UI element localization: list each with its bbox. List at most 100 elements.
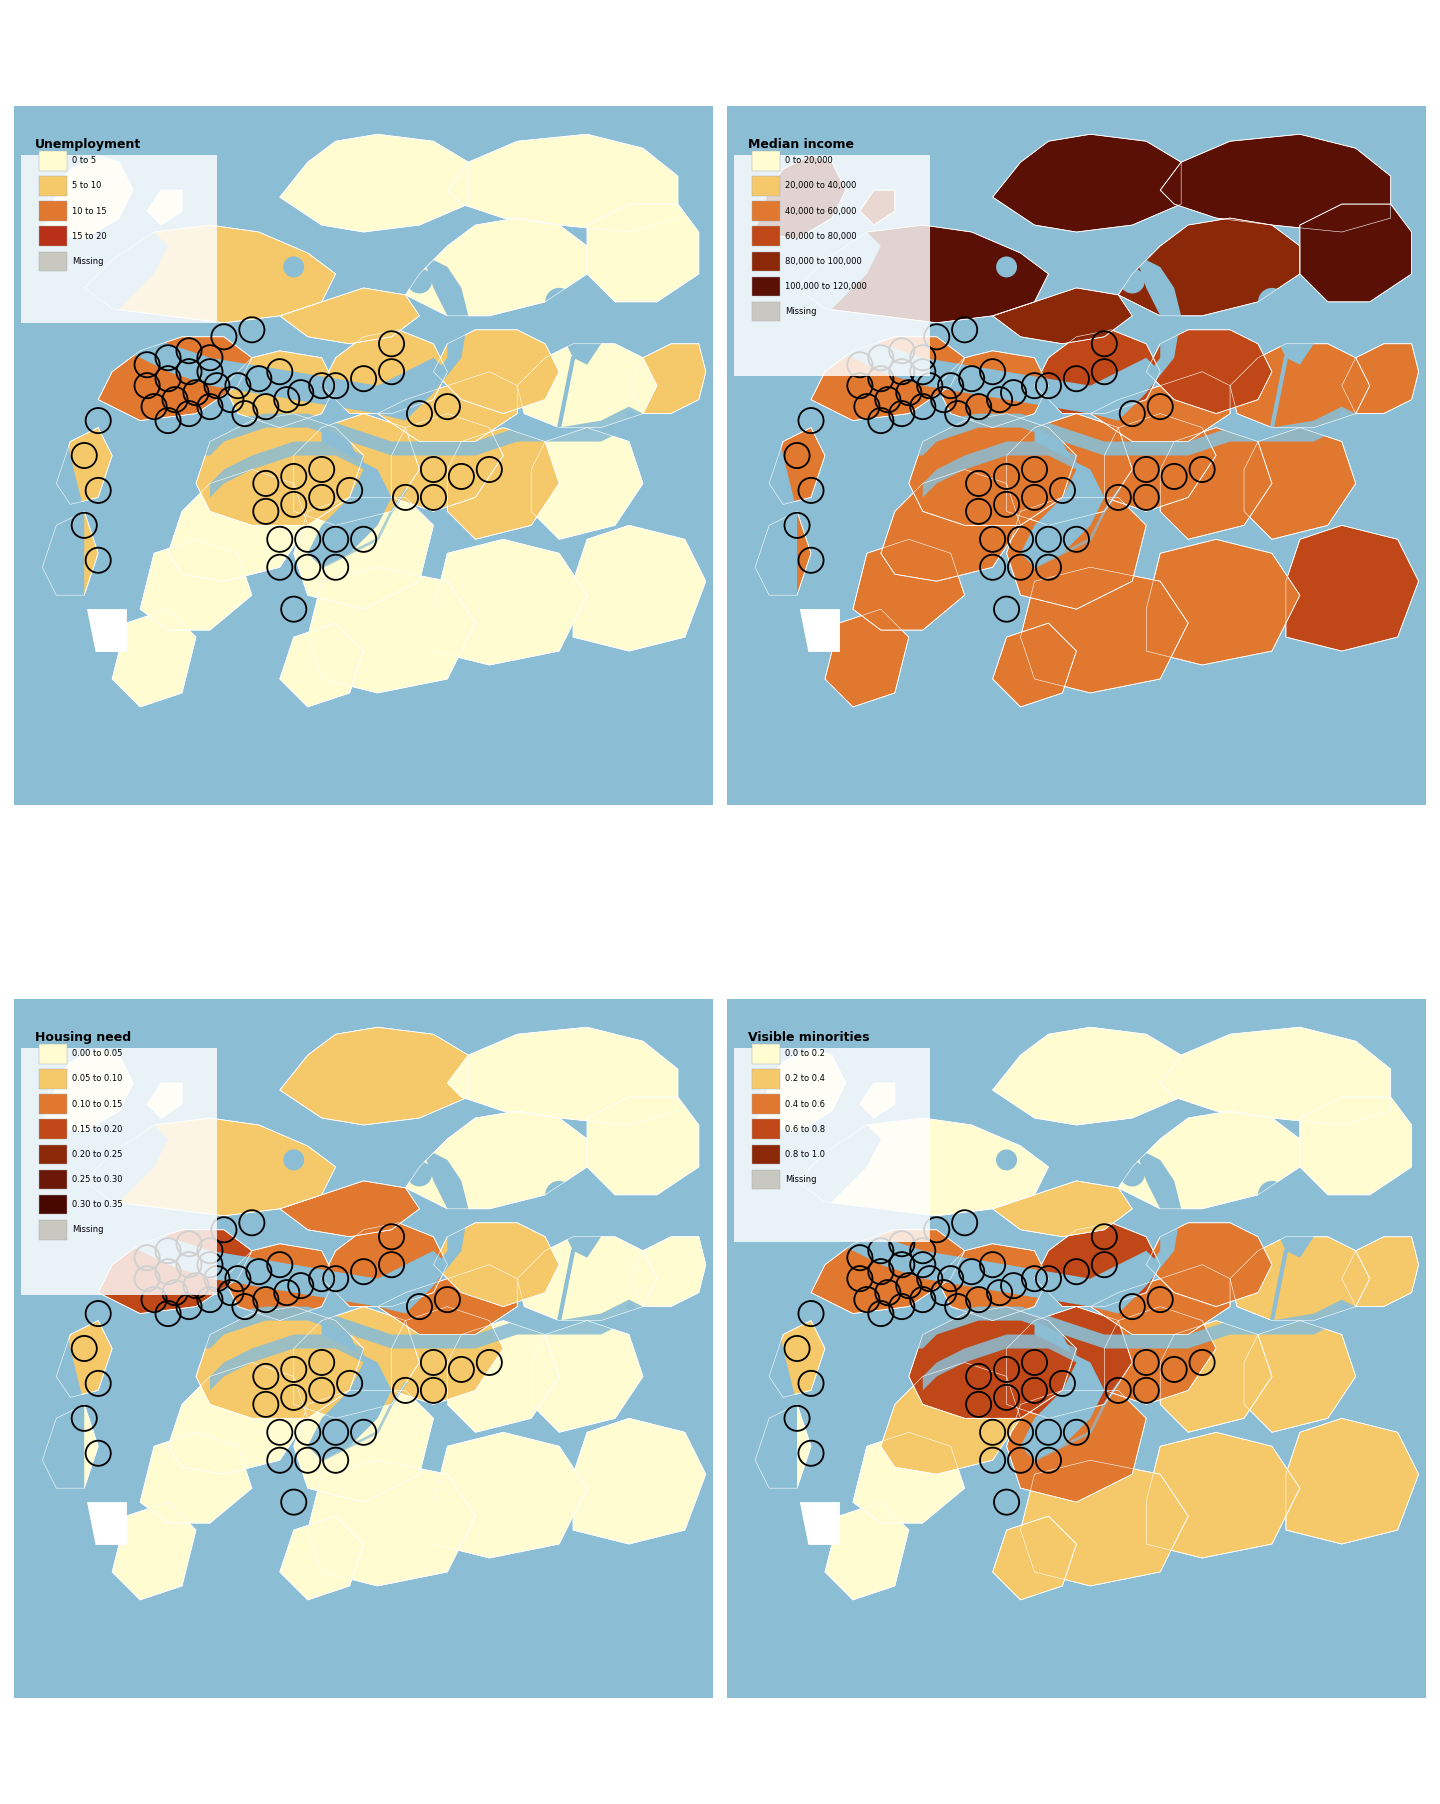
Polygon shape [1300, 204, 1411, 301]
Circle shape [1120, 269, 1145, 294]
Polygon shape [1119, 218, 1300, 316]
Polygon shape [98, 1209, 448, 1313]
Polygon shape [147, 189, 181, 226]
Polygon shape [225, 350, 336, 428]
Text: 0.00 to 0.05: 0.00 to 0.05 [72, 1050, 122, 1059]
Bar [752, 1144, 779, 1164]
Polygon shape [573, 1418, 706, 1544]
Text: 0.25 to 0.30: 0.25 to 0.30 [72, 1174, 122, 1183]
Polygon shape [769, 1321, 825, 1398]
Polygon shape [308, 428, 392, 566]
Bar [752, 152, 779, 171]
Polygon shape [1119, 1111, 1300, 1209]
Polygon shape [448, 133, 678, 233]
Text: 60,000 to 80,000: 60,000 to 80,000 [785, 231, 857, 240]
Polygon shape [881, 469, 1021, 581]
Bar [752, 177, 779, 195]
Polygon shape [56, 1321, 112, 1398]
Polygon shape [1230, 345, 1369, 428]
Circle shape [546, 289, 573, 316]
Bar [39, 202, 66, 220]
Polygon shape [1021, 428, 1104, 566]
Bar [22, 1048, 217, 1295]
Polygon shape [860, 189, 894, 226]
Polygon shape [727, 106, 840, 805]
Polygon shape [71, 233, 168, 330]
Polygon shape [42, 155, 132, 238]
Polygon shape [14, 999, 127, 1698]
Polygon shape [783, 1126, 881, 1223]
Polygon shape [937, 1243, 1048, 1321]
Bar [752, 276, 779, 296]
Polygon shape [279, 289, 419, 345]
Polygon shape [860, 1082, 894, 1118]
Bar [752, 1169, 779, 1189]
Bar [752, 1070, 779, 1088]
Circle shape [1332, 319, 1352, 341]
Polygon shape [14, 106, 127, 805]
Text: 0 to 5: 0 to 5 [72, 157, 96, 166]
Polygon shape [811, 1209, 1161, 1313]
Polygon shape [1104, 413, 1215, 511]
Polygon shape [1342, 1238, 1418, 1306]
Text: 0.4 to 0.6: 0.4 to 0.6 [785, 1100, 825, 1108]
Polygon shape [1007, 1391, 1146, 1503]
Polygon shape [140, 539, 252, 630]
Polygon shape [1125, 1153, 1181, 1299]
Polygon shape [923, 442, 1077, 498]
Polygon shape [1146, 1223, 1272, 1306]
Polygon shape [1161, 133, 1391, 233]
Bar [39, 251, 66, 271]
Polygon shape [1021, 1321, 1104, 1459]
Polygon shape [811, 337, 965, 420]
Polygon shape [196, 1306, 363, 1418]
Polygon shape [433, 1432, 588, 1559]
Polygon shape [755, 511, 811, 595]
Text: 0.6 to 0.8: 0.6 to 0.8 [785, 1124, 825, 1133]
Polygon shape [294, 498, 433, 610]
Polygon shape [377, 372, 517, 442]
Polygon shape [1244, 1321, 1356, 1432]
Circle shape [1120, 1162, 1145, 1187]
Circle shape [996, 256, 1017, 278]
Text: 80,000 to 100,000: 80,000 to 100,000 [785, 256, 863, 265]
Polygon shape [112, 1503, 196, 1600]
Text: Missing: Missing [785, 1174, 816, 1183]
Polygon shape [811, 1230, 965, 1313]
Polygon shape [798, 610, 840, 651]
Polygon shape [881, 1362, 1021, 1474]
Text: Missing: Missing [72, 256, 104, 265]
Polygon shape [909, 413, 1077, 525]
Polygon shape [531, 428, 642, 539]
Polygon shape [98, 316, 448, 420]
Polygon shape [433, 1223, 559, 1306]
Polygon shape [1007, 1306, 1132, 1418]
Circle shape [284, 1149, 304, 1171]
Text: Median income: Median income [749, 137, 854, 152]
Polygon shape [798, 1118, 1048, 1216]
Polygon shape [992, 1515, 1077, 1600]
Polygon shape [992, 1182, 1132, 1238]
Polygon shape [1021, 1459, 1188, 1586]
Polygon shape [85, 610, 127, 651]
Polygon shape [98, 1230, 252, 1313]
Circle shape [408, 269, 432, 294]
Polygon shape [1146, 539, 1300, 666]
Polygon shape [755, 1048, 845, 1131]
Polygon shape [783, 233, 881, 330]
Polygon shape [755, 155, 845, 238]
Polygon shape [42, 511, 98, 595]
Polygon shape [559, 1187, 600, 1257]
Polygon shape [98, 337, 252, 420]
Polygon shape [294, 1306, 419, 1418]
Polygon shape [1272, 294, 1313, 364]
Polygon shape [85, 1503, 127, 1544]
Polygon shape [196, 406, 642, 455]
Polygon shape [308, 566, 475, 693]
Polygon shape [294, 413, 419, 525]
Bar [752, 227, 779, 245]
Polygon shape [1146, 330, 1272, 413]
Bar [39, 1070, 66, 1088]
Polygon shape [1146, 1432, 1300, 1559]
Polygon shape [1286, 525, 1418, 651]
